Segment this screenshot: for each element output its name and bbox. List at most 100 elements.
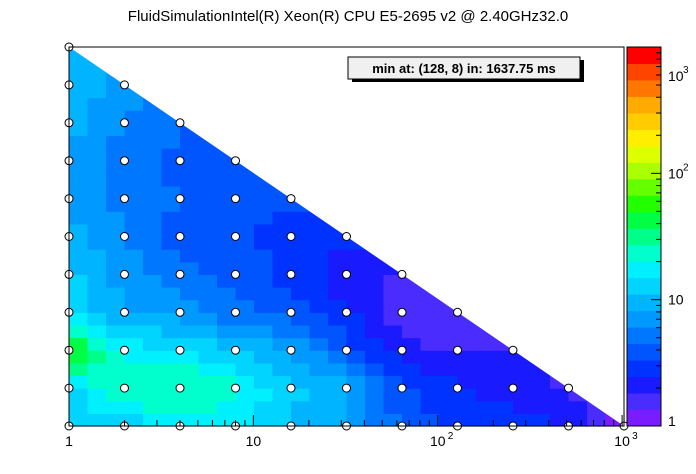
x-axis: 1 10 10 2 10 3 xyxy=(65,415,638,449)
heat-cell xyxy=(439,362,459,377)
heat-cell xyxy=(439,388,459,402)
heat-cell xyxy=(309,287,329,301)
heat-cell xyxy=(143,173,163,187)
heat-cell xyxy=(124,362,144,377)
heat-cell xyxy=(383,350,403,364)
heat-cell xyxy=(309,312,329,326)
heat-cell xyxy=(235,337,255,351)
heat-cell xyxy=(124,173,144,187)
heat-cell xyxy=(402,350,422,364)
x-tick-label: 10 xyxy=(430,433,446,449)
x-tick-exponent: 2 xyxy=(448,431,454,442)
heat-cell xyxy=(180,287,200,301)
heat-cell xyxy=(328,413,348,427)
heat-cell xyxy=(106,337,126,351)
heat-cell xyxy=(198,236,218,250)
z-tick-label: 10 xyxy=(668,165,684,181)
heat-cell xyxy=(346,312,366,326)
heat-cell xyxy=(69,97,89,111)
color-band xyxy=(627,360,661,378)
heat-cell xyxy=(106,350,126,364)
heat-cell xyxy=(69,274,89,288)
heat-cell xyxy=(124,400,144,414)
heat-cell xyxy=(124,236,144,250)
data-marker xyxy=(453,307,462,317)
heat-cell xyxy=(476,413,496,427)
heat-cell xyxy=(494,400,514,414)
heat-cell xyxy=(457,350,477,364)
heat-cell xyxy=(402,413,422,427)
heat-cell xyxy=(161,148,181,162)
heat-cell xyxy=(402,312,422,326)
data-marker xyxy=(175,269,185,279)
heat-cell xyxy=(217,198,237,212)
heat-cell xyxy=(420,324,440,339)
data-marker xyxy=(453,345,462,355)
heat-cell xyxy=(365,287,385,301)
heat-cell xyxy=(346,337,366,351)
heat-cell xyxy=(124,198,144,212)
heat-cell xyxy=(439,337,459,351)
heat-cell xyxy=(124,388,144,402)
heat-cell xyxy=(180,274,200,288)
heat-cell xyxy=(180,223,200,238)
heat-cell xyxy=(309,400,329,414)
heat-cell xyxy=(69,160,89,174)
color-band xyxy=(627,393,661,411)
heat-cell xyxy=(235,312,255,326)
data-marker xyxy=(397,345,407,355)
heat-cell xyxy=(439,350,459,364)
data-marker xyxy=(120,232,129,241)
heat-cell xyxy=(124,122,144,137)
heat-cell xyxy=(180,312,200,326)
heat-cell xyxy=(217,337,237,351)
heat-cell xyxy=(254,299,274,313)
heat-cell xyxy=(254,287,274,301)
heat-cell xyxy=(328,287,348,301)
heat-cell xyxy=(217,312,237,326)
z-tick-label: 10 xyxy=(668,292,684,308)
heat-cell xyxy=(124,324,144,339)
heat-cell xyxy=(383,324,403,339)
heat-cell xyxy=(87,236,107,250)
heat-cell xyxy=(235,413,255,427)
heat-cell xyxy=(143,110,163,124)
heat-cell xyxy=(383,362,403,377)
heat-cell xyxy=(254,375,274,389)
heat-cell xyxy=(254,400,274,414)
heat-cell xyxy=(309,350,329,364)
color-band xyxy=(627,178,661,196)
heat-cell xyxy=(476,400,496,414)
heat-cell xyxy=(439,312,459,326)
heat-cell xyxy=(309,299,329,313)
heat-cell xyxy=(476,337,496,351)
heat-cell xyxy=(531,400,551,414)
heat-cell xyxy=(124,223,144,238)
heat-cell xyxy=(106,299,126,313)
heat-cell xyxy=(328,350,348,364)
heat-cell xyxy=(69,173,89,187)
heat-cell xyxy=(254,274,274,288)
heat-cell xyxy=(69,261,89,275)
heat-cell xyxy=(161,236,181,250)
heat-cell xyxy=(309,337,329,351)
heat-cell xyxy=(272,375,292,389)
heat-cell xyxy=(309,362,329,377)
heat-cell xyxy=(87,173,107,187)
heat-cell xyxy=(365,337,385,351)
heat-cell xyxy=(106,185,126,200)
heat-cell xyxy=(143,299,163,313)
heat-cell xyxy=(161,337,181,351)
heat-cell xyxy=(254,312,274,326)
heat-cell xyxy=(568,413,588,427)
heat-cell xyxy=(328,324,348,339)
data-marker xyxy=(175,118,185,128)
heat-cell xyxy=(180,400,200,414)
heat-cell xyxy=(365,388,385,402)
heat-cell xyxy=(291,413,311,427)
heat-cell xyxy=(217,249,237,263)
heat-cell xyxy=(87,122,107,137)
heat-cell xyxy=(124,375,144,389)
heat-cell xyxy=(69,400,89,414)
heat-cell xyxy=(106,173,126,187)
